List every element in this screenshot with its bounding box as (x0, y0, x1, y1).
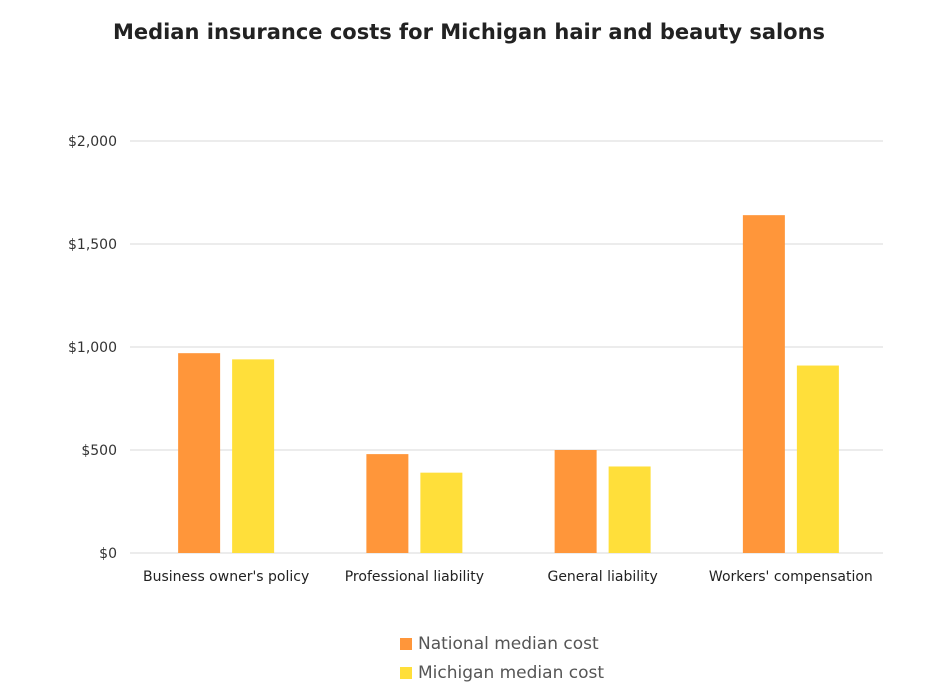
y-tick-label: $1,500 (68, 237, 117, 253)
bar-michigan (796, 365, 839, 553)
legend-label: National median cost (418, 634, 599, 654)
chart-title: Median insurance costs for Michigan hair… (112, 20, 826, 44)
bar-national (178, 353, 221, 553)
legend-item: Michigan median cost (400, 663, 604, 683)
legend-label: Michigan median cost (418, 663, 605, 683)
y-tick-label: $1,000 (68, 340, 117, 356)
bar-national (366, 454, 409, 553)
y-tick-label: $2,000 (68, 134, 117, 150)
x-tick-label: General liability (547, 569, 657, 585)
y-tick-label: $0 (99, 546, 117, 562)
bar-national (742, 215, 785, 553)
y-tick-label: $500 (81, 443, 117, 459)
bar-national (554, 450, 597, 553)
legend-swatch (400, 667, 412, 679)
x-tick-label: Workers' compensation (709, 569, 873, 585)
legend-swatch (400, 638, 412, 650)
x-tick-label: Business owner's policy (143, 569, 309, 585)
x-tick-label: Professional liability (345, 569, 484, 585)
bar-michigan (608, 466, 651, 553)
bar-michigan (420, 472, 463, 553)
legend-item: National median cost (400, 634, 599, 654)
bar-michigan (232, 359, 275, 553)
